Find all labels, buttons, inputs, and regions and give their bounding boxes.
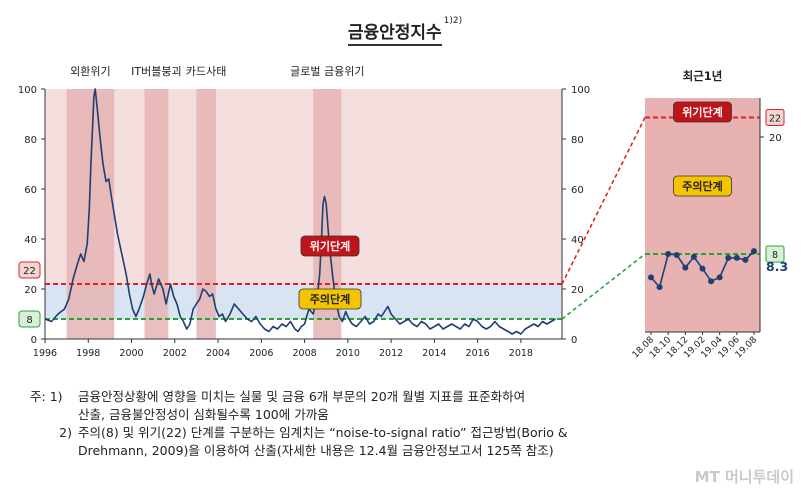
x-tick-label: 2018: [509, 348, 533, 359]
inset-background: [645, 98, 760, 332]
y-tick-label-left: 40: [24, 235, 37, 246]
inset-caution-stage-badge: [673, 175, 732, 197]
crisis-stage-badge-label: 위기단계: [310, 239, 350, 253]
title-footnote-mark: 1)2): [443, 16, 463, 26]
threshold-value-label: 22: [23, 266, 36, 277]
inset-data-point: [648, 274, 654, 281]
footnote-1-text: 금융안정상황에 영향을 미치는 실물 및 금융 6개 부문의 20개 월별 지표…: [78, 389, 526, 404]
inset-data-point: [682, 264, 689, 271]
connector-caution-line: [561, 253, 646, 320]
inset-data-point: [742, 256, 749, 263]
inset-caution-stage-badge-label: 주의단계: [682, 179, 722, 193]
inset-crisis-stage-badge-label: 위기단계: [682, 105, 722, 119]
footnote-1-cont: 산출, 금융불안정성이 심화될수록 100에 가까움: [78, 407, 329, 422]
inset-threshold-value-box: [765, 245, 785, 263]
inset-threshold-value-label: 22: [769, 114, 781, 125]
inset-crisis-stage-badge: [673, 101, 732, 123]
inset-data-point: [733, 254, 740, 261]
normal-zone: [45, 319, 562, 339]
x-tick-label: 2010: [336, 348, 360, 359]
crisis-period-label: 카드사태: [186, 65, 226, 78]
x-tick-label: 2016: [466, 348, 490, 359]
inset-data-point: [725, 254, 732, 261]
crisis-stage-badge: [300, 235, 360, 257]
crisis-period-label: 외환위기: [70, 65, 110, 78]
x-tick-label: 2004: [206, 348, 230, 359]
x-tick-label: 2000: [119, 348, 143, 359]
crisis-period-band: [196, 89, 216, 339]
inset-data-point: [656, 284, 663, 291]
crisis-period-band: [144, 89, 169, 339]
y-tick-label-right: 0: [571, 335, 577, 346]
x-tick-label: 2008: [292, 348, 316, 359]
threshold-value-box: [18, 261, 41, 279]
y-tick-label-left: 0: [31, 335, 37, 346]
x-tick-label: 1998: [76, 348, 100, 359]
x-tick-label: 2012: [379, 348, 403, 359]
threshold-value-box: [18, 310, 41, 328]
inset-y-tick-label: 20: [769, 133, 782, 144]
y-tick-label-right: 80: [571, 135, 584, 146]
watermark: MT 머니투데이: [694, 468, 794, 486]
crisis-period-label: IT버블붕괴: [131, 65, 181, 78]
footnotes: 주: 1) 금융안정상황에 영향을 미치는 실물 및 금융 6개 부문의 20개…: [30, 388, 800, 460]
inset-data-point: [699, 265, 706, 272]
index-series-line: [44, 88, 556, 335]
caution-stage-badge: [298, 288, 362, 310]
page-title: 금융안정지수1)2): [0, 16, 810, 46]
inset-data-point: [673, 251, 680, 258]
x-tick-label: 2006: [249, 348, 273, 359]
y-tick-label-left: 100: [18, 85, 37, 96]
inset-threshold-value-label: 8: [772, 250, 778, 261]
y-tick-label-right: 20: [571, 285, 584, 296]
footnote-1: 주: 1) 금융안정상황에 영향을 미치는 실물 및 금융 6개 부문의 20개…: [30, 388, 800, 406]
inset-data-point: [751, 248, 757, 255]
inset-data-point: [665, 251, 672, 257]
x-tick-label: 2002: [163, 348, 187, 359]
footnote-2-text: 주의(8) 및 위기(22) 단계를 구분하는 임계치는 “noise-to-s…: [78, 425, 568, 440]
footnote-2-cont: Drehmann, 2009)을 이용하여 산출(자세한 내용은 12.4월 금…: [78, 443, 554, 458]
y-tick-label-right: 40: [571, 235, 584, 246]
y-tick-label-right: 60: [571, 185, 584, 196]
inset-threshold-value-box: [765, 109, 785, 126]
y-tick-label-left: 20: [24, 285, 37, 296]
title-text: 금융안정지수: [347, 23, 442, 46]
threshold-value-label: 8: [26, 315, 32, 326]
y-tick-label-right: 100: [571, 85, 590, 96]
inset-last-value-label: 8.3: [766, 259, 788, 274]
crisis-period-label: 글로벌 금융위기: [290, 65, 364, 78]
inset-data-point: [716, 274, 723, 281]
x-tick-label: 1996: [33, 348, 57, 359]
inset-data-point: [690, 253, 697, 260]
footnote-2: 2) 주의(8) 및 위기(22) 단계를 구분하는 임계치는 “noise-t…: [30, 424, 800, 442]
caution-stage-badge-label: 주의단계: [310, 292, 350, 306]
y-tick-label-left: 60: [24, 185, 37, 196]
footnote-prefix: 주: 1): [30, 389, 63, 404]
footnote-2-marker: 2): [59, 425, 72, 440]
crisis-period-band: [66, 89, 115, 339]
inset-data-point: [708, 278, 715, 285]
x-tick-label: 2014: [422, 348, 446, 359]
inset-title: 최근1년: [683, 69, 723, 83]
connector-crisis-line: [561, 117, 646, 285]
y-tick-label-left: 80: [24, 135, 37, 146]
